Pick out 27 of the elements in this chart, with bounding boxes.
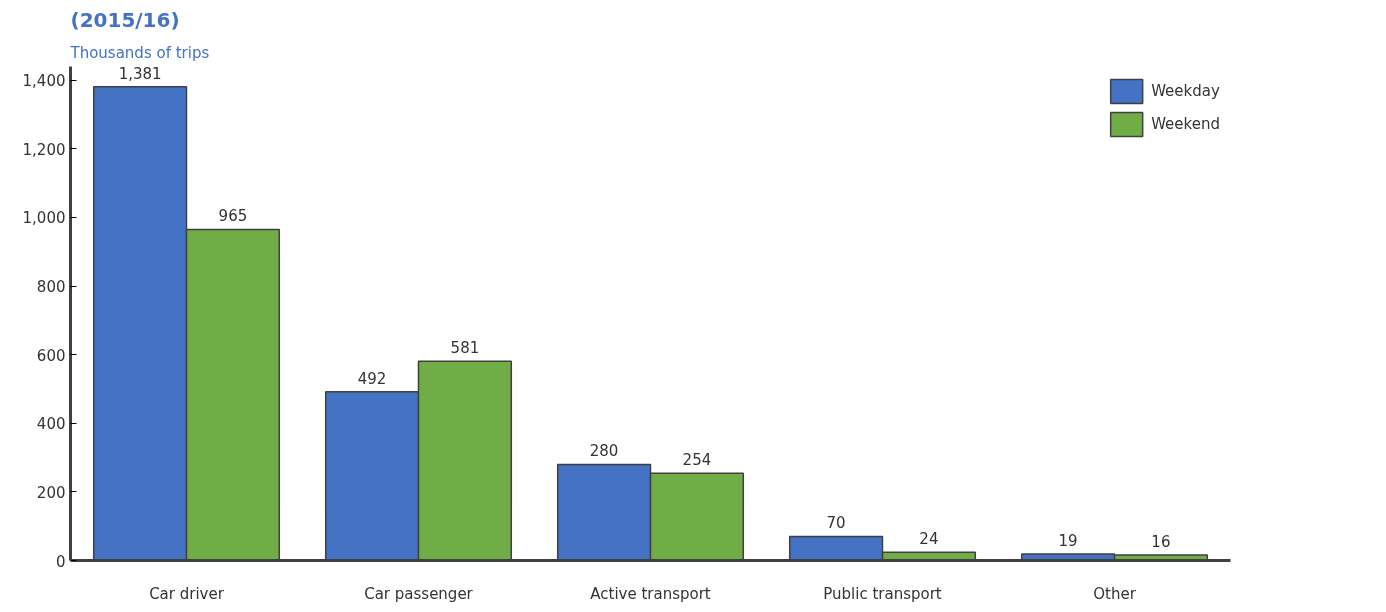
legend-label: Weekend (1151, 115, 1220, 133)
x-tick-label: Active transport (590, 584, 711, 603)
data-label: 492 (357, 369, 387, 388)
y-tick-label: 1,400 (22, 72, 66, 91)
x-tick-label: Car driver (149, 584, 225, 603)
data-label: 24 (919, 530, 939, 549)
chart-subtitle: Thousands of trips (69, 43, 210, 62)
y-tick-label: 1,200 (22, 140, 66, 159)
y-tick-label: 0 (55, 552, 66, 571)
y-tick-label: 600 (36, 346, 66, 365)
x-tick-label: Public transport (823, 584, 942, 603)
chart-title: (2015/16) (70, 7, 180, 32)
y-tick-label: 1,000 (22, 209, 66, 228)
y-tick-label: 800 (36, 278, 66, 297)
data-label: 70 (826, 514, 846, 533)
data-label: 280 (589, 442, 619, 461)
legend-label: Weekday (1151, 82, 1220, 100)
x-tick-label: Other (1093, 584, 1137, 603)
data-label: 1,381 (118, 64, 162, 83)
data-label: 965 (218, 207, 248, 226)
y-tick-label: 400 (36, 415, 66, 434)
y-tick-label: 200 (36, 483, 66, 502)
data-label: 19 (1058, 531, 1078, 550)
data-label: 254 (682, 451, 712, 470)
x-tick-label: Car passenger (364, 584, 474, 603)
data-label: 16 (1151, 533, 1171, 552)
data-label: 581 (450, 339, 480, 358)
